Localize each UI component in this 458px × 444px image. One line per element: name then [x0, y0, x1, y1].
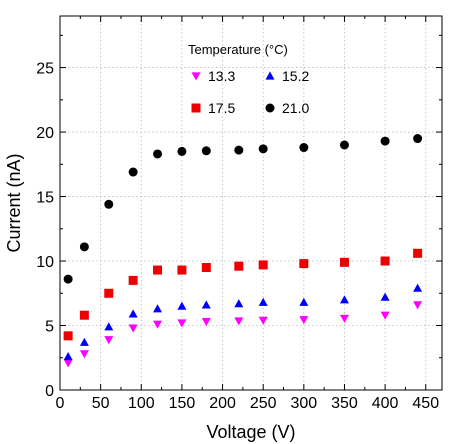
data-point: [201, 262, 211, 272]
legend-entry-15.2: 15.2: [265, 68, 309, 84]
data-point: [339, 140, 349, 150]
data-point: [380, 256, 390, 266]
data-point: [234, 261, 244, 271]
data-point: [128, 309, 138, 318]
data-point: [339, 257, 349, 267]
data-point: [128, 167, 138, 177]
x-tick-label: 300: [290, 395, 317, 412]
data-point: [63, 274, 73, 284]
x-tick-label: 0: [56, 395, 65, 412]
series-21.0: [63, 134, 423, 284]
data-point: [79, 337, 89, 346]
data-point: [63, 359, 73, 368]
legend-entry-13.3: 13.3: [191, 68, 235, 84]
data-point: [63, 331, 73, 341]
x-tick-label: 200: [209, 395, 236, 412]
y-tick-label: 0: [45, 383, 54, 400]
legend-entry-21.0: 21.0: [265, 100, 309, 116]
data-point: [380, 292, 390, 301]
data-point: [413, 283, 423, 292]
data-point: [234, 317, 244, 326]
data-point: [258, 297, 268, 306]
data-point: [299, 143, 309, 153]
data-point: [153, 320, 163, 329]
data-point: [153, 304, 163, 313]
data-point: [258, 260, 268, 270]
x-axis-title: Voltage (V): [206, 422, 295, 442]
data-point: [153, 149, 163, 159]
legend-label: 15.2: [282, 68, 309, 84]
data-point: [63, 351, 73, 361]
data-point: [413, 248, 423, 258]
legend: Temperature (°C) 13.3 15.2 17.5 21.0: [188, 42, 309, 116]
x-tick-label: 150: [169, 395, 196, 412]
legend-label: 13.3: [208, 68, 235, 84]
legend-label: 21.0: [282, 100, 309, 116]
data-point: [413, 301, 423, 310]
legend-label: 17.5: [208, 100, 235, 116]
data-point: [104, 322, 114, 331]
series-15.2: [63, 283, 423, 361]
x-tick-label: 350: [331, 395, 358, 412]
data-point: [177, 265, 187, 275]
data-point: [380, 311, 390, 320]
data-point: [234, 299, 244, 308]
data-point: [258, 316, 268, 325]
data-point: [299, 297, 309, 306]
data-point: [104, 199, 114, 209]
grid-lines: [60, 16, 442, 390]
legend-marker: [191, 72, 201, 81]
data-point: [177, 301, 187, 310]
legend-entry-17.5: 17.5: [191, 100, 235, 116]
x-tick-label: 450: [412, 395, 439, 412]
legend-title: Temperature (°C): [188, 42, 288, 57]
data-point: [104, 336, 114, 345]
data-point: [258, 144, 268, 154]
data-point: [339, 295, 349, 304]
data-point: [79, 350, 89, 359]
data-point: [299, 316, 309, 325]
x-tick-label: 50: [92, 395, 110, 412]
data-point: [201, 318, 211, 327]
series-13.3: [63, 301, 423, 368]
x-tick-label: 400: [372, 395, 399, 412]
legend-marker: [265, 103, 275, 113]
plot-frame: [59, 15, 443, 391]
legend-marker: [191, 103, 201, 113]
data-point: [128, 324, 138, 333]
y-axis-title: Current (nA): [4, 153, 24, 252]
data-point: [234, 145, 244, 155]
data-markers: [63, 134, 423, 368]
data-point: [177, 146, 187, 156]
y-tick-label: 10: [36, 254, 54, 271]
axis-ticks: 0 50 100 150 200 250 300 350 400 450 0 5 10 15 20 25: [36, 16, 442, 412]
data-point: [128, 275, 138, 285]
y-tick-label: 5: [45, 319, 54, 336]
data-point: [201, 300, 211, 309]
data-point: [299, 259, 309, 269]
data-point: [380, 136, 390, 146]
data-point: [177, 319, 187, 328]
data-point: [413, 134, 423, 144]
data-point: [339, 314, 349, 323]
data-point: [79, 242, 89, 252]
data-point: [104, 288, 114, 298]
data-point: [201, 146, 211, 156]
series-17.5: [63, 248, 423, 341]
x-tick-label: 250: [250, 395, 277, 412]
y-tick-label: 15: [36, 190, 54, 207]
data-point: [153, 265, 163, 275]
x-tick-label: 100: [128, 395, 155, 412]
y-tick-label: 20: [36, 125, 54, 142]
legend-marker: [265, 71, 275, 80]
y-tick-label: 25: [36, 61, 54, 78]
data-point: [79, 310, 89, 320]
